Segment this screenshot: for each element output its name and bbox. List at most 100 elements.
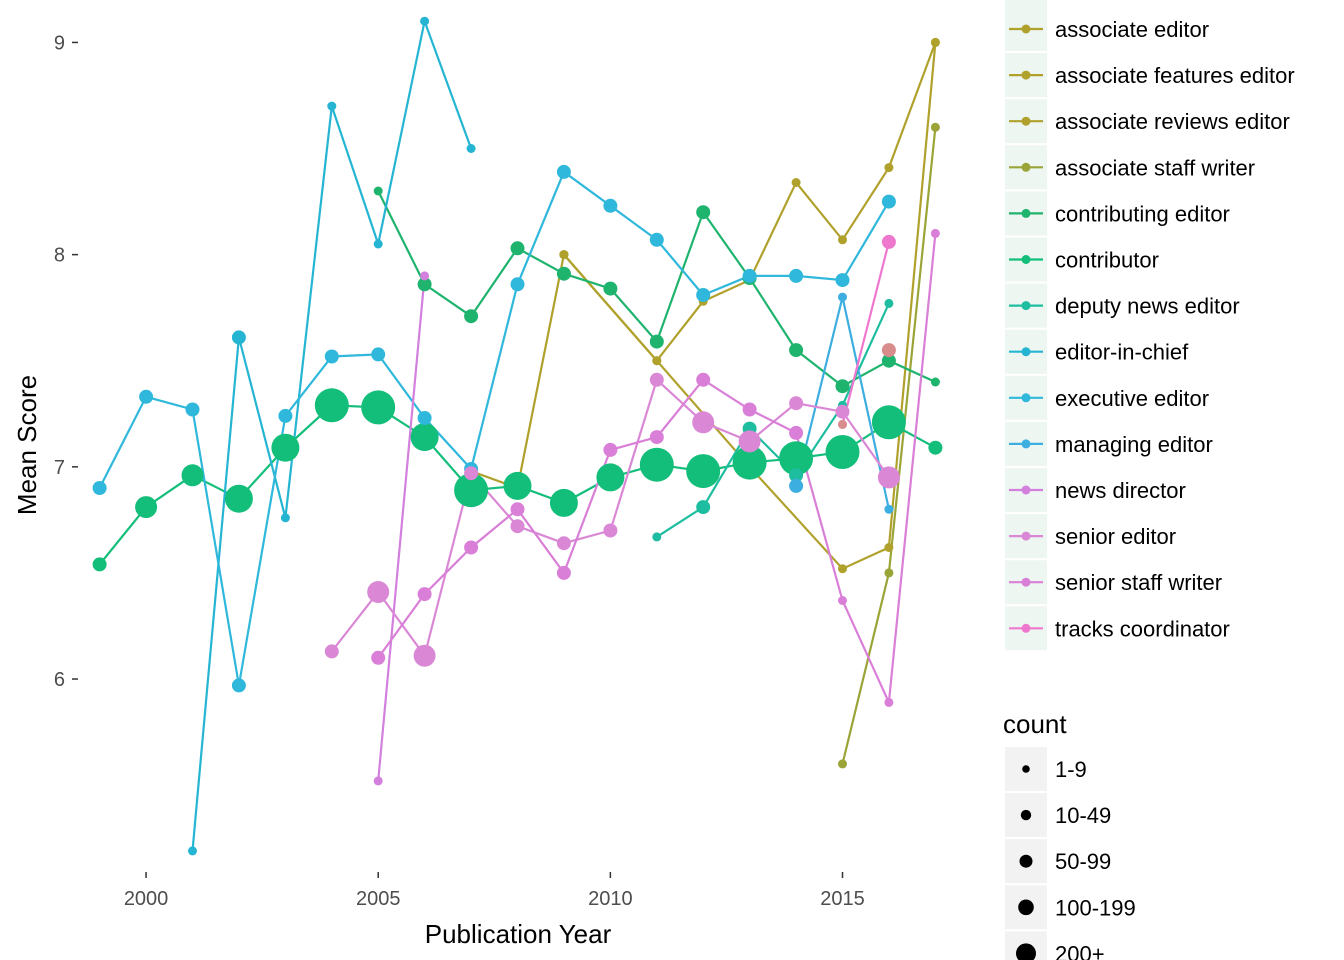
data-point [181,464,204,487]
y-tick-label: 6 [54,669,65,691]
x-axis-title: Publication Year [425,919,612,949]
data-point [367,581,390,603]
data-point [838,419,847,429]
data-point [789,478,804,493]
data-point [696,288,711,302]
size-legend-label: 100-199 [1055,895,1136,920]
legend-key-point [1021,347,1031,357]
plot-area [92,16,943,856]
size-key-point [1018,899,1034,916]
data-point [930,377,940,387]
data-point [224,484,253,513]
data-point [410,423,439,452]
data-point [510,241,525,256]
data-point [556,164,571,179]
legend-key-point [1021,623,1031,633]
data-point [417,411,432,425]
data-point [835,379,850,394]
legend-label: deputy news editor [1055,294,1240,319]
data-point [327,101,337,111]
legend-label: senior editor [1055,524,1176,549]
data-point [510,277,525,292]
legend-label: executive editor [1055,386,1209,411]
size-key-point [1016,943,1036,960]
series-line-6 [656,302,890,538]
legend-key-point [1021,531,1031,541]
data-point [881,234,896,249]
legend-key-point [1021,485,1031,495]
y-tick-label: 7 [54,457,65,479]
data-point [649,232,664,247]
data-point [791,178,801,187]
data-point [371,650,386,665]
size-legend-label: 1-9 [1055,757,1087,782]
data-point [556,536,571,551]
series-line-10 [377,275,426,782]
data-point [556,266,571,281]
data-point [871,405,906,440]
legend-key-point [1021,577,1031,587]
axes: 2000 2005 2010 2015 6 7 8 9 [54,32,865,910]
x-tick-label: 2010 [588,888,633,910]
data-point [877,466,900,489]
data-point [732,445,767,480]
data-point [92,557,107,572]
data-point [930,228,940,238]
legend-key-point [1021,208,1031,218]
series-line-1 [563,42,937,363]
data-point [271,433,300,462]
data-point [835,273,850,288]
data-point [231,678,246,693]
legend-label: managing editor [1055,432,1213,457]
size-legend: count 1-9 10-49 50-99 100-199 200+ [1003,709,1136,960]
data-point [742,402,757,417]
data-point [361,390,396,425]
legend-label: associate features editor [1055,63,1295,88]
data-point [696,500,711,515]
data-point [454,473,489,508]
legend-label: contributor [1055,248,1159,273]
data-point [838,292,847,302]
data-point [838,564,847,574]
data-point [789,396,804,411]
size-legend-label: 10-49 [1055,803,1111,828]
data-point [738,430,761,453]
data-point [92,481,107,495]
legend-label: news director [1055,478,1186,503]
series-line-13 [841,241,890,425]
data-point [696,372,711,387]
data-point [139,389,154,404]
legend-key-point [1021,70,1031,80]
data-point [373,776,383,786]
data-point [603,281,618,296]
data-point [413,644,436,667]
data-point [928,440,943,455]
data-point [324,644,339,659]
data-point [314,388,349,423]
y-axis-title: Mean Score [12,375,42,515]
legend-label: senior staff writer [1055,570,1222,595]
x-tick-label: 2015 [820,888,865,910]
data-point [789,343,804,358]
data-point [596,463,625,492]
data-point [464,540,479,555]
data-point [649,372,664,387]
data-point [884,298,894,308]
legend-label: associate staff writer [1055,155,1255,180]
data-point [789,425,804,440]
data-point [464,466,479,481]
data-point [510,519,525,534]
legend-label: tracks coordinator [1055,616,1230,641]
data-point [838,235,847,245]
data-point [789,468,804,483]
legend-key-point [1021,301,1031,311]
series-line-11 [330,377,890,659]
x-tick-label: 2005 [356,888,401,910]
legend-label: contributing editor [1055,201,1230,226]
data-point [324,349,339,364]
data-point [838,759,847,769]
data-point [135,496,158,519]
y-tick-label: 9 [54,32,65,54]
data-point [742,268,757,283]
data-point [373,239,383,249]
